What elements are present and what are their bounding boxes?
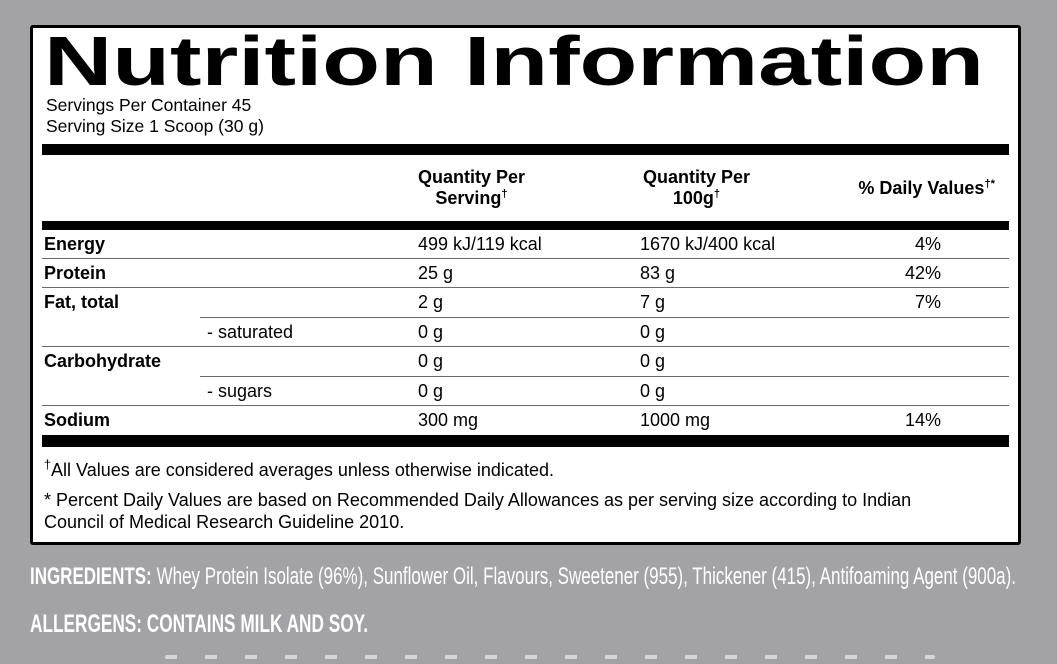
nutrient-subname: - saturated xyxy=(207,322,294,342)
value-per-100g: 0 g xyxy=(640,322,666,342)
table-row-carbohydrate: Carbohydrate 0 g 0 g xyxy=(42,347,1009,376)
ingredients-label: INGREDIENTS: xyxy=(30,563,152,590)
header-line: % Daily Values xyxy=(858,177,985,198)
footnote-text: Percent Daily Values are based on Recomm… xyxy=(44,490,912,532)
cutoff-text-fragments xyxy=(165,655,935,659)
value-per-100g: 1000 mg xyxy=(640,410,711,430)
table-row-sugars: - sugars 0 g 0 g xyxy=(42,377,1009,406)
divider-bar-bottom xyxy=(42,435,1009,447)
table-row-saturated: - saturated 0 g 0 g xyxy=(42,318,1009,347)
footnote-averages: †All Values are considered averages unle… xyxy=(44,459,1009,481)
panel-title: Nutrition Information xyxy=(44,30,984,94)
allergens-text: ALLERGENS: CONTAINS MILK AND SOY. xyxy=(30,610,368,638)
table-row-fat-total: Fat, total 2 g 7 g 7% xyxy=(42,288,1009,317)
nutrient-subname: - sugars xyxy=(207,381,273,401)
dagger-mark: † xyxy=(44,458,52,472)
value-daily: 14% xyxy=(904,410,941,430)
sub-row-divider xyxy=(200,317,1009,318)
allergens-statement: ALLERGENS: CONTAINS MILK AND SOY. xyxy=(30,610,368,638)
header-daily-values: % Daily Values†* xyxy=(845,178,1009,199)
ingredients-text: Whey Protein Isolate (96%), Sunflower Oi… xyxy=(157,563,1016,590)
value-per-serving: 499 kJ/119 kcal xyxy=(418,234,542,254)
value-per-100g: 0 g xyxy=(640,381,666,401)
header-quantity-per-100g: Quantity Per 100g† xyxy=(640,167,845,209)
footnote-daily-values: * Percent Daily Values are based on Reco… xyxy=(44,489,949,533)
divider-bar-top xyxy=(42,144,1009,155)
servings-per-container: Servings Per Container 45 xyxy=(46,95,252,115)
value-per-serving: 300 mg xyxy=(418,410,479,430)
dagger-asterisk-mark: †* xyxy=(984,177,995,190)
value-per-serving: 0 g xyxy=(418,322,444,342)
value-per-serving: 25 g xyxy=(418,263,454,283)
panel-title-graphic: Nutrition Information xyxy=(44,30,984,94)
value-per-100g: 83 g xyxy=(640,263,676,283)
table-header-row: Quantity Per Serving† Quantity Per 100g†… xyxy=(42,155,1009,221)
sub-row-divider xyxy=(200,376,1009,377)
asterisk-mark: * xyxy=(44,490,52,510)
header-quantity-per-serving: Quantity Per Serving† xyxy=(418,167,640,209)
serving-size: Serving Size 1 Scoop (30 g) xyxy=(46,116,264,136)
footnote-text: All Values are considered averages unles… xyxy=(51,460,554,480)
nutrient-name: Carbohydrate xyxy=(44,351,162,371)
table-row-sodium: Sodium 300 mg 1000 mg 14% xyxy=(42,406,1009,435)
nutrient-name: Protein xyxy=(44,263,107,283)
header-line: 100g xyxy=(672,188,714,208)
divider-bar-header xyxy=(42,221,1009,230)
value-per-100g: 1670 kJ/400 kcal xyxy=(640,234,776,254)
dagger-mark: † xyxy=(713,188,721,200)
value-per-serving: 2 g xyxy=(418,292,444,312)
header-line: Serving xyxy=(435,188,502,208)
header-line: Quantity Per xyxy=(418,167,526,187)
value-per-serving: 0 g xyxy=(418,381,444,401)
value-per-100g: 0 g xyxy=(640,351,666,371)
value-daily: 42% xyxy=(904,263,941,283)
header-line: Quantity Per xyxy=(643,167,751,187)
nutrient-name: Energy xyxy=(44,234,106,254)
table-row-protein: Protein 25 g 83 g 42% xyxy=(42,259,1009,288)
value-per-100g: 7 g xyxy=(640,292,666,312)
nutrient-name: Fat, total xyxy=(44,292,119,312)
nutrition-panel: Nutrition Information Servings Per Conta… xyxy=(30,25,1021,545)
value-daily: 4% xyxy=(914,234,941,254)
nutrient-name: Sodium xyxy=(44,410,110,430)
svg-text:INGREDIENTS:Whey Protein Isola: INGREDIENTS:Whey Protein Isolate (96%), … xyxy=(30,563,1016,590)
value-per-serving: 0 g xyxy=(418,351,444,371)
dagger-mark: † xyxy=(501,188,508,200)
value-daily: 7% xyxy=(914,292,941,312)
table-row-energy: Energy 499 kJ/119 kcal 1670 kJ/400 kcal … xyxy=(42,230,1009,259)
ingredients-statement: INGREDIENTS:Whey Protein Isolate (96%), … xyxy=(30,563,1016,590)
